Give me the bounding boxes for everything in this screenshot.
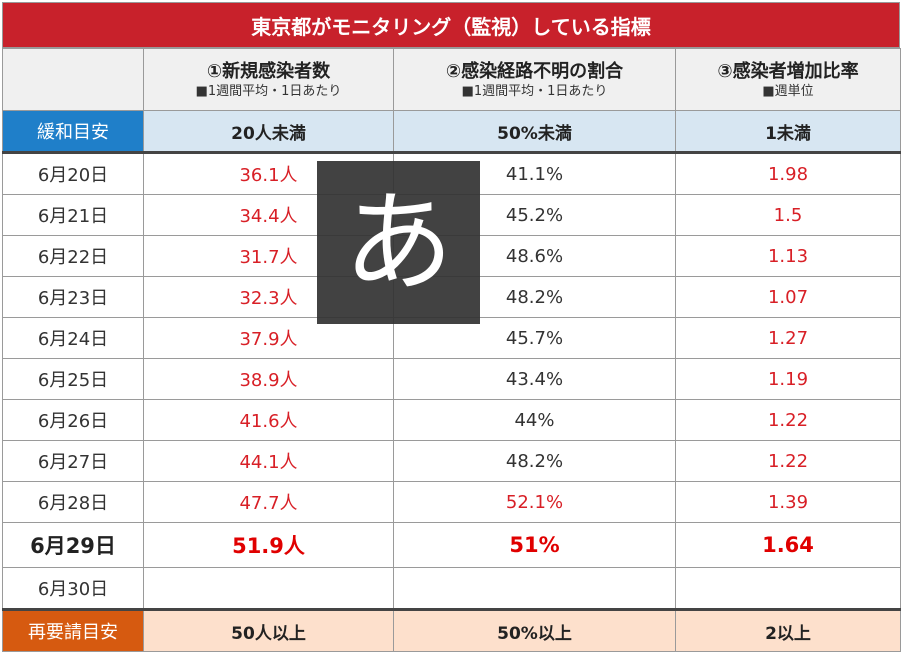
increase-ratio-cell: 1.39 xyxy=(675,481,901,523)
today-row: 6月29日 51.9人 51% 1.64 xyxy=(2,522,901,568)
date-cell: 6月23日 xyxy=(2,276,144,318)
unknown-route-cell: 51% xyxy=(393,522,676,568)
re-request-guide-value: 2以上 xyxy=(675,608,901,652)
date-cell: 6月25日 xyxy=(2,358,144,400)
new-cases-cell: 38.9人 xyxy=(143,358,394,400)
table-row: 6月25日 38.9人 43.4% 1.19 xyxy=(2,358,901,400)
new-cases-cell: 44.1人 xyxy=(143,440,394,482)
increase-ratio-cell: 1.5 xyxy=(675,194,901,236)
increase-ratio-cell: 1.22 xyxy=(675,440,901,482)
ime-hiragana-indicator: あ xyxy=(317,161,480,324)
date-cell: 6月20日 xyxy=(2,152,144,195)
increase-ratio-cell: 1.07 xyxy=(675,276,901,318)
unknown-route-cell: 48.2% xyxy=(393,440,676,482)
date-cell: 6月29日 xyxy=(2,522,144,568)
table-row: 6月30日 xyxy=(2,567,901,610)
header-sub: ■1週間平均・1日あたり xyxy=(461,83,608,99)
date-cell: 6月24日 xyxy=(2,317,144,359)
new-cases-cell: 47.7人 xyxy=(143,481,394,523)
header-unknown-route: ②感染経路不明の割合 ■1週間平均・1日あたり xyxy=(393,48,676,111)
header-empty-cell xyxy=(2,48,144,111)
hiragana-a-icon: あ xyxy=(343,178,454,307)
relax-guide-value: 1未満 xyxy=(675,110,901,154)
date-cell: 6月28日 xyxy=(2,481,144,523)
unknown-route-cell: 43.4% xyxy=(393,358,676,400)
increase-ratio-cell: 1.19 xyxy=(675,358,901,400)
table-row: 6月23日 32.3人 48.2% 1.07 xyxy=(2,276,901,318)
header-sub: ■週単位 xyxy=(762,83,814,99)
relax-guide-value: 20人未満 xyxy=(143,110,394,154)
date-cell: 6月22日 xyxy=(2,235,144,277)
unknown-route-cell xyxy=(393,567,676,610)
re-request-guide-value: 50人以上 xyxy=(143,608,394,652)
header-increase-ratio: ③感染者増加比率 ■週単位 xyxy=(675,48,901,111)
header-main: ③感染者増加比率 xyxy=(717,60,859,82)
header-main: ①新規感染者数 xyxy=(206,60,331,82)
relax-guide-label: 緩和目安 xyxy=(2,110,144,154)
unknown-route-cell: 44% xyxy=(393,399,676,441)
increase-ratio-cell: 1.13 xyxy=(675,235,901,277)
increase-ratio-cell xyxy=(675,567,901,610)
increase-ratio-cell: 1.27 xyxy=(675,317,901,359)
header-new-cases: ①新規感染者数 ■1週間平均・1日あたり xyxy=(143,48,394,111)
date-cell: 6月26日 xyxy=(2,399,144,441)
date-cell: 6月21日 xyxy=(2,194,144,236)
table-title: 東京都がモニタリング（監視）している指標 xyxy=(2,2,900,48)
table-row: 6月26日 41.6人 44% 1.22 xyxy=(2,399,901,441)
increase-ratio-cell: 1.22 xyxy=(675,399,901,441)
table-row: 6月27日 44.1人 48.2% 1.22 xyxy=(2,440,901,482)
re-request-guide-label: 再要請目安 xyxy=(2,608,144,652)
table-row: 6月24日 37.9人 45.7% 1.27 xyxy=(2,317,901,359)
new-cases-cell xyxy=(143,567,394,610)
re-request-guide-value: 50%以上 xyxy=(393,608,676,652)
header-row: ①新規感染者数 ■1週間平均・1日あたり ②感染経路不明の割合 ■1週間平均・1… xyxy=(2,48,901,111)
increase-ratio-cell: 1.64 xyxy=(675,522,901,568)
increase-ratio-cell: 1.98 xyxy=(675,152,901,195)
unknown-route-cell: 52.1% xyxy=(393,481,676,523)
indicator-table: ①新規感染者数 ■1週間平均・1日あたり ②感染経路不明の割合 ■1週間平均・1… xyxy=(2,48,901,652)
relax-guide-row: 緩和目安 20人未満 50%未満 1未満 xyxy=(2,110,901,154)
date-cell: 6月27日 xyxy=(2,440,144,482)
new-cases-cell: 41.6人 xyxy=(143,399,394,441)
new-cases-cell: 51.9人 xyxy=(143,522,394,568)
header-sub: ■1週間平均・1日あたり xyxy=(195,83,342,99)
re-request-guide-row: 再要請目安 50人以上 50%以上 2以上 xyxy=(2,608,901,652)
header-main: ②感染経路不明の割合 xyxy=(445,60,624,82)
relax-guide-value: 50%未満 xyxy=(393,110,676,154)
date-cell: 6月30日 xyxy=(2,567,144,610)
table-row: 6月28日 47.7人 52.1% 1.39 xyxy=(2,481,901,523)
